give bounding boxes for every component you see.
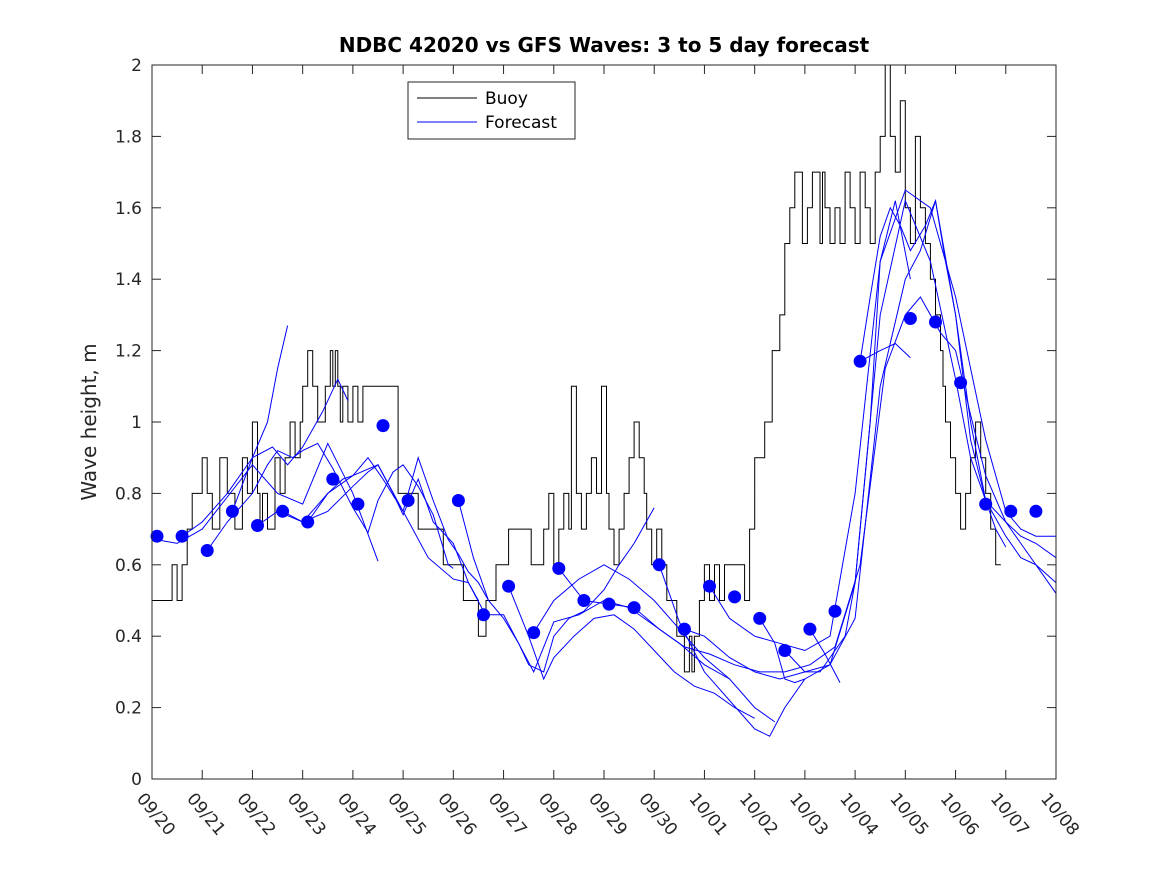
forecast-series-line-16 <box>784 200 911 673</box>
forecast-point <box>225 504 239 518</box>
forecast-point <box>828 604 842 618</box>
legend: Buoy Forecast <box>407 81 576 140</box>
forecast-point <box>954 376 968 390</box>
forecast-point <box>251 519 264 532</box>
legend-forecast-label: Forecast <box>485 113 557 133</box>
buoy-series-line <box>152 64 1001 673</box>
forecast-point <box>351 497 365 511</box>
forecast-point <box>903 312 917 325</box>
forecast-point <box>276 504 290 518</box>
y-tick-label: 0.8 <box>115 484 142 504</box>
forecast-series-line-1 <box>181 378 349 537</box>
forecast-series-line-8 <box>483 599 730 680</box>
forecast-series-line-15 <box>759 618 806 684</box>
forecast-point <box>552 561 566 575</box>
forecast-point <box>376 419 390 433</box>
chart-title: NDBC 42020 vs GFS Waves: 3 to 5 day fore… <box>339 33 870 57</box>
forecast-point <box>778 644 792 657</box>
forecast-series-line-17 <box>859 198 1007 548</box>
forecast-series-line-10 <box>533 564 776 723</box>
forecast-point <box>1004 504 1018 518</box>
forecast-point <box>577 594 591 607</box>
forecast-point <box>853 354 867 368</box>
series-layer <box>150 64 1057 737</box>
forecast-point <box>502 579 516 593</box>
forecast-series-line-2 <box>206 442 454 569</box>
forecast-series-line-13 <box>684 199 1057 680</box>
forecast-point <box>677 622 691 636</box>
forecast-point <box>728 590 742 604</box>
y-axis-label: Wave height, m <box>77 343 101 500</box>
forecast-point <box>200 544 214 557</box>
forecast-series-line-5 <box>282 464 484 612</box>
forecast-series-line-0 <box>156 442 379 562</box>
forecast-point <box>301 515 315 529</box>
y-tick-label: 2 <box>131 56 142 76</box>
y-tick-label: 0.6 <box>115 556 142 576</box>
forecast-point <box>627 601 641 615</box>
forecast-point <box>477 608 490 622</box>
y-tick-label: 1 <box>131 413 142 433</box>
y-tick-label: 0.4 <box>115 627 142 647</box>
forecast-point <box>326 472 340 486</box>
y-tick-label: 0 <box>131 770 142 790</box>
forecast-point <box>652 558 666 572</box>
forecast-point <box>929 315 942 329</box>
forecast-point <box>527 626 541 640</box>
forecast-point <box>803 622 817 636</box>
forecast-point <box>979 497 993 511</box>
y-tick-label: 1.4 <box>115 270 142 290</box>
forecast-point <box>703 579 716 593</box>
forecast-series-line-7 <box>457 500 655 673</box>
legend-buoy-label: Buoy <box>485 89 528 109</box>
y-tick-label: 1.2 <box>115 342 142 362</box>
forecast-series-line-3 <box>231 325 289 512</box>
forecast-point <box>753 611 767 625</box>
forecast-point <box>1029 504 1043 518</box>
forecast-point <box>150 529 164 543</box>
y-tick-label: 1.6 <box>115 199 142 219</box>
forecast-point <box>451 494 465 507</box>
forecast-series-line-12 <box>658 200 1057 737</box>
forecast-series-line-6 <box>307 456 479 601</box>
forecast-series-line-18 <box>809 628 841 683</box>
legend-box <box>407 81 576 140</box>
forecast-series-line-9 <box>508 586 755 719</box>
forecast-series-line-19 <box>859 342 911 362</box>
y-tick-label: 0.2 <box>115 699 142 719</box>
forecast-point <box>401 494 415 507</box>
y-tick-label: 1.8 <box>115 127 142 147</box>
forecast-point <box>602 597 616 611</box>
forecast-point <box>175 529 189 543</box>
